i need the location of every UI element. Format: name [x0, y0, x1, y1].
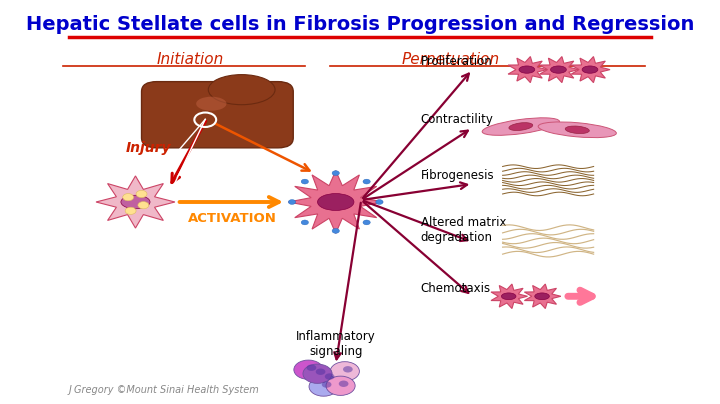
Text: J Gregory ©Mount Sinai Health System: J Gregory ©Mount Sinai Health System [68, 385, 259, 396]
Circle shape [136, 190, 147, 198]
Circle shape [301, 220, 308, 225]
Polygon shape [539, 57, 578, 83]
Circle shape [312, 369, 341, 388]
Polygon shape [289, 171, 383, 233]
Text: Chemotaxis: Chemotaxis [420, 282, 491, 295]
Circle shape [138, 202, 149, 209]
Polygon shape [96, 176, 175, 228]
Text: Fibrogenesis: Fibrogenesis [420, 169, 495, 183]
Text: Initiation: Initiation [156, 52, 224, 67]
Text: Injury: Injury [126, 141, 171, 155]
Circle shape [122, 194, 134, 201]
Ellipse shape [121, 195, 150, 209]
Ellipse shape [509, 123, 533, 130]
Circle shape [332, 229, 339, 233]
Circle shape [309, 377, 338, 396]
FancyBboxPatch shape [142, 82, 293, 148]
Ellipse shape [535, 293, 549, 300]
Ellipse shape [482, 118, 559, 135]
Circle shape [289, 200, 296, 204]
Text: Hepatic Stellate cells in Fibrosis Progression and Regression: Hepatic Stellate cells in Fibrosis Progr… [26, 15, 694, 34]
Circle shape [363, 179, 370, 184]
Circle shape [301, 179, 308, 184]
Text: Perpetuation: Perpetuation [402, 52, 500, 67]
Circle shape [376, 200, 383, 204]
Circle shape [325, 373, 335, 380]
Text: Inflammatory
signaling: Inflammatory signaling [296, 330, 376, 358]
Text: ACTIVATION: ACTIVATION [188, 213, 277, 225]
Circle shape [322, 381, 331, 388]
Ellipse shape [551, 66, 567, 73]
Circle shape [307, 364, 316, 371]
Ellipse shape [538, 122, 616, 138]
Polygon shape [508, 57, 547, 83]
Circle shape [332, 171, 339, 175]
Circle shape [339, 381, 348, 387]
Circle shape [330, 362, 359, 381]
Circle shape [294, 360, 323, 379]
Ellipse shape [318, 194, 354, 210]
Ellipse shape [582, 66, 598, 73]
Circle shape [326, 376, 355, 396]
Circle shape [363, 220, 370, 225]
Polygon shape [524, 284, 561, 309]
Ellipse shape [196, 97, 227, 111]
Circle shape [315, 368, 325, 375]
Circle shape [303, 364, 332, 383]
Ellipse shape [519, 66, 535, 73]
Polygon shape [491, 284, 528, 309]
Text: Proliferation: Proliferation [420, 55, 492, 68]
Ellipse shape [208, 75, 275, 105]
Ellipse shape [565, 126, 589, 134]
Circle shape [125, 207, 136, 215]
Ellipse shape [501, 293, 516, 300]
Text: Contractility: Contractility [420, 113, 493, 126]
Circle shape [343, 366, 353, 372]
Polygon shape [571, 57, 610, 83]
Text: Altered matrix
degradation: Altered matrix degradation [420, 216, 506, 244]
